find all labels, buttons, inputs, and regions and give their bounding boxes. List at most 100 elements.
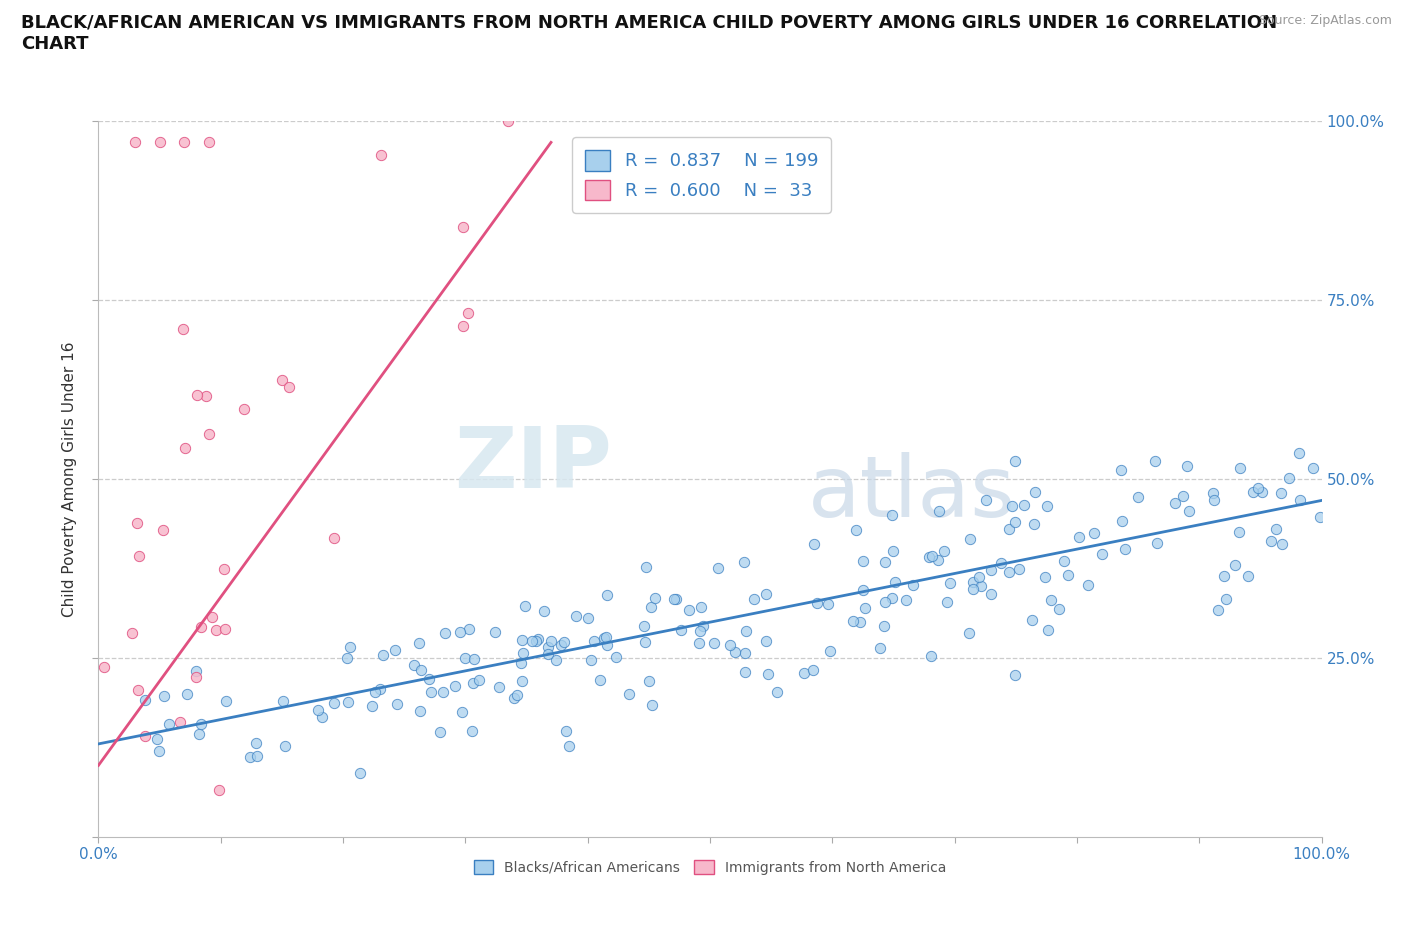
Point — [246, 748, 269, 763]
Point — [449, 625, 471, 640]
Point — [853, 600, 876, 615]
Point — [640, 599, 662, 614]
Point — [755, 633, 778, 648]
Point — [520, 633, 543, 648]
Point — [174, 441, 197, 456]
Point — [1001, 498, 1024, 513]
Point — [270, 372, 292, 387]
Point — [641, 698, 664, 712]
Point — [402, 658, 425, 672]
Point — [152, 523, 174, 538]
Point — [1309, 510, 1331, 525]
Point — [134, 693, 156, 708]
Point — [875, 595, 897, 610]
Point — [1289, 493, 1312, 508]
Point — [1250, 485, 1272, 499]
Point — [1164, 496, 1187, 511]
Point — [239, 750, 262, 764]
Point — [920, 649, 942, 664]
Point — [526, 631, 548, 646]
Point — [723, 644, 745, 659]
Point — [537, 646, 560, 661]
Point — [360, 699, 382, 714]
Point — [903, 578, 925, 592]
Point — [1111, 513, 1133, 528]
Point — [818, 644, 841, 658]
Point — [214, 621, 236, 636]
Point — [373, 647, 395, 662]
Point — [848, 615, 870, 630]
Point — [1039, 592, 1062, 607]
Point — [190, 619, 212, 634]
Point — [176, 686, 198, 701]
Point — [928, 504, 950, 519]
Point — [869, 641, 891, 656]
Point — [134, 729, 156, 744]
Point — [1278, 471, 1301, 485]
Point — [1223, 557, 1246, 572]
Point — [553, 635, 575, 650]
Point — [689, 624, 711, 639]
Point — [186, 664, 208, 679]
Point — [127, 683, 149, 698]
Point — [1202, 485, 1225, 500]
Point — [463, 652, 485, 667]
Legend: Blacks/African Americans, Immigrants from North America: Blacks/African Americans, Immigrants fro… — [468, 855, 952, 880]
Point — [503, 691, 526, 706]
Point — [662, 591, 685, 606]
Text: atlas: atlas — [808, 452, 1017, 535]
Point — [1126, 489, 1149, 504]
Point — [932, 544, 955, 559]
Point — [510, 674, 533, 689]
Point — [463, 675, 485, 690]
Point — [1178, 503, 1201, 518]
Point — [93, 660, 115, 675]
Point — [806, 595, 828, 610]
Point — [311, 710, 333, 724]
Point — [451, 220, 474, 235]
Point — [665, 591, 688, 606]
Point — [969, 578, 991, 593]
Point — [595, 587, 617, 602]
Point — [766, 684, 789, 699]
Point — [451, 705, 474, 720]
Point — [959, 532, 981, 547]
Point — [510, 632, 533, 647]
Point — [957, 625, 980, 640]
Point — [678, 603, 700, 618]
Point — [1038, 622, 1060, 637]
Point — [1144, 453, 1167, 468]
Point — [339, 640, 361, 655]
Point — [245, 736, 267, 751]
Point — [1215, 591, 1237, 606]
Point — [1083, 525, 1105, 540]
Point — [733, 555, 755, 570]
Point — [1204, 493, 1226, 508]
Point — [146, 732, 169, 747]
Point — [336, 650, 359, 665]
Point — [1056, 567, 1078, 582]
Point — [605, 650, 627, 665]
Point — [558, 738, 581, 753]
Point — [418, 672, 440, 687]
Point — [1288, 446, 1310, 461]
Point — [742, 591, 765, 606]
Point — [336, 695, 359, 710]
Point — [880, 508, 903, 523]
Point — [998, 522, 1021, 537]
Point — [817, 597, 839, 612]
Point — [546, 652, 568, 667]
Point — [882, 591, 904, 605]
Point — [187, 727, 209, 742]
Point — [201, 610, 224, 625]
Point — [875, 555, 897, 570]
Point — [962, 575, 984, 590]
Point — [1033, 570, 1056, 585]
Point — [1237, 568, 1260, 583]
Point — [1271, 537, 1294, 551]
Point — [617, 686, 640, 701]
Point — [194, 389, 217, 404]
Point — [484, 625, 506, 640]
Point — [1014, 498, 1036, 512]
Point — [148, 744, 170, 759]
